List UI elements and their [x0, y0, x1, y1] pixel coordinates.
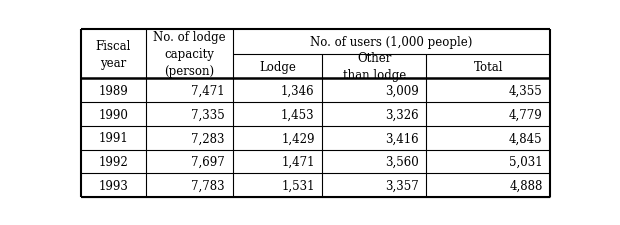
Text: 4,845: 4,845 [509, 132, 542, 145]
Text: 1991: 1991 [99, 132, 128, 145]
Text: 4,779: 4,779 [509, 108, 542, 121]
Text: 1993: 1993 [98, 179, 128, 192]
Text: 3,560: 3,560 [385, 155, 418, 168]
Text: 7,697: 7,697 [191, 155, 224, 168]
Text: 1,453: 1,453 [281, 108, 314, 121]
Text: 3,009: 3,009 [385, 84, 418, 97]
Text: Other
than lodge: Other than lodge [343, 52, 406, 82]
Text: 7,783: 7,783 [191, 179, 224, 192]
Text: Total: Total [474, 60, 503, 73]
Text: 1992: 1992 [99, 155, 128, 168]
Text: No. of lodge
capacity
(person): No. of lodge capacity (person) [153, 31, 226, 78]
Text: 4,355: 4,355 [509, 84, 542, 97]
Text: 7,283: 7,283 [191, 132, 224, 145]
Text: Lodge: Lodge [259, 60, 296, 73]
Text: Fiscal
year: Fiscal year [95, 40, 131, 70]
Text: 1,346: 1,346 [281, 84, 314, 97]
Text: 1990: 1990 [98, 108, 128, 121]
Text: 1989: 1989 [99, 84, 128, 97]
Text: 5,031: 5,031 [509, 155, 542, 168]
Text: 1,471: 1,471 [281, 155, 314, 168]
Text: 3,357: 3,357 [385, 179, 418, 192]
Text: 3,416: 3,416 [385, 132, 418, 145]
Text: 7,471: 7,471 [191, 84, 224, 97]
Text: 3,326: 3,326 [385, 108, 418, 121]
Text: No. of users (1,000 people): No. of users (1,000 people) [310, 36, 472, 49]
Text: 1,531: 1,531 [281, 179, 314, 192]
Text: 7,335: 7,335 [191, 108, 224, 121]
Text: 4,888: 4,888 [509, 179, 542, 192]
Text: 1,429: 1,429 [281, 132, 314, 145]
